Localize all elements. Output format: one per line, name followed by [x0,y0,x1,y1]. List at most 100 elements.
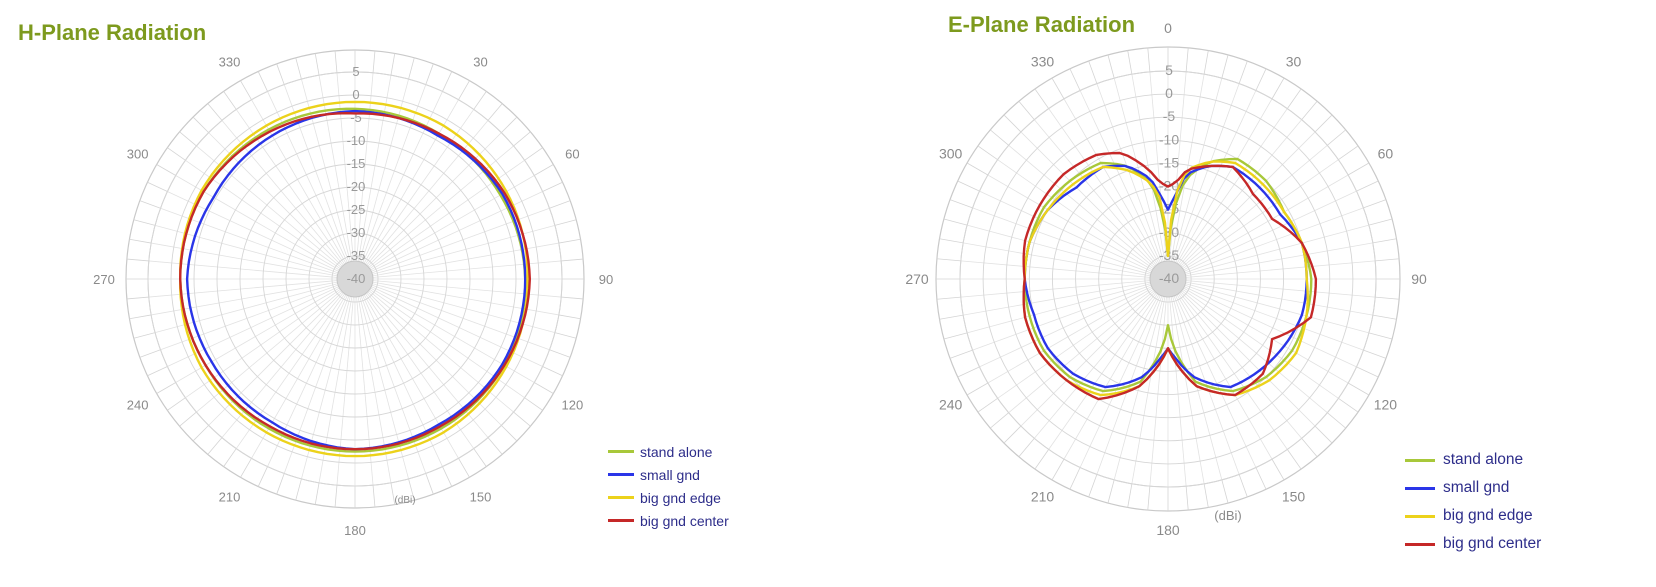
angle-label: 90 [1411,271,1427,287]
radial-gridline [1169,278,1376,298]
legend-item: big gnd edge [608,486,729,509]
angle-label: 150 [1282,488,1306,504]
radial-gridline [1169,260,1376,280]
band-tick [1375,296,1400,300]
band-tick [1221,479,1229,504]
radial-gridline [997,279,1167,399]
radial-gridline [148,260,354,280]
band-tick [372,485,376,508]
radial-gridline [355,84,427,278]
angle-label: 210 [219,489,241,504]
band-tick [1069,68,1081,91]
legend-item: big gnd edge [1405,502,1541,530]
band-tick [179,411,197,427]
band-tick [473,448,487,467]
band-tick [1255,467,1267,490]
legend-label: big gnd edge [640,489,721,506]
band-tick [314,482,320,505]
radial-tick-label: -15 [1159,154,1179,170]
band-tick [1372,314,1397,320]
radial-gridline [1063,98,1168,278]
radial-gridline [979,279,1167,368]
band-tick [949,199,973,209]
band-tick [1147,47,1151,72]
legend-item: small gnd [1405,474,1541,502]
radial-gridline [356,132,502,278]
radial-gridline [966,224,1167,279]
grid-circle [193,117,517,441]
band-tick [442,71,453,92]
band-tick [939,314,964,320]
series-line [1022,151,1318,401]
radial-gridline [160,207,354,279]
band-tick [126,258,149,262]
band-tick [1301,101,1318,120]
legend-swatch [1405,486,1435,490]
radial-gridline [1167,280,1187,487]
band-tick [1327,129,1346,146]
radial-gridline [1169,207,1364,279]
band-tick [990,412,1009,429]
legend-swatch [608,473,634,476]
band-tick [139,349,161,358]
band-tick [1271,77,1285,100]
radial-gridline [301,78,355,278]
band-tick [179,131,197,147]
radial-gridline [1168,83,1240,278]
legend-swatch [608,519,634,522]
band-tick [1018,101,1035,120]
band-tick [408,57,415,80]
band-tick [554,332,577,339]
radial-tick-label: -30 [347,225,366,240]
band-tick [1203,50,1209,75]
band-tick [1363,199,1387,209]
angle-label: 0 [1164,20,1172,36]
grid-circle [982,93,1354,465]
band-tick [487,437,503,455]
grid-circle [147,71,563,487]
band-tick [1034,449,1050,470]
center-hub [336,260,374,298]
band-tick [549,349,571,358]
radial-gridline [1168,98,1273,278]
radial-gridline [354,72,374,278]
angle-label: 180 [344,523,366,538]
h-plane-polar-chart: 5 0 -5 -10 -15 -20 -25 -30 -35 -40 30 60 90 120 150 180… [93,49,613,538]
band-tick [1314,425,1333,444]
band-tick [167,397,186,411]
band-tick [1271,458,1285,481]
band-tick [295,478,302,501]
angle-label: 60 [565,147,579,162]
legend-item: stand alone [1405,446,1541,474]
band-tick [939,238,964,244]
series-line [178,111,531,451]
band-tick [1051,77,1065,100]
radial-gridline [318,75,356,278]
band-tick [1003,425,1022,444]
grid-circle [170,94,540,464]
angle-label: 240 [127,398,149,413]
radial-gridline [1048,280,1168,450]
radial-gridline [1020,280,1167,427]
band-tick [147,366,168,377]
radial-tick-label: 5 [1165,62,1173,78]
band-tick [554,219,577,226]
band-tick [1221,54,1229,79]
radial-gridline [1169,242,1373,280]
band-tick [156,382,176,394]
legend-swatch [608,496,634,499]
legend-swatch [1405,458,1435,462]
band-tick [1107,479,1115,504]
band-tick [549,200,571,209]
radial-gridline [1169,279,1349,384]
band-tick [1338,145,1359,161]
chart-title: E-Plane Radiation [948,12,1136,37]
grid-circle [308,232,402,326]
radial-gridline [355,78,409,278]
band-tick [390,53,396,76]
radial-gridline [1168,280,1273,460]
band-tick [257,71,268,92]
band-tick [207,103,223,121]
band-tick [425,63,434,85]
band-tick [240,458,252,478]
